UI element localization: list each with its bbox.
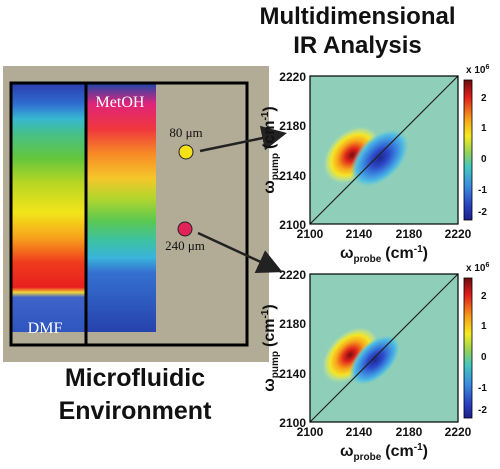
device-frame bbox=[9, 81, 249, 347]
point-2-marker bbox=[177, 221, 193, 237]
methanol-label: MetOH bbox=[96, 94, 145, 111]
analysis-title-line1: Multidimensional bbox=[259, 3, 456, 30]
plot-1-ytick-3: 2140 bbox=[279, 169, 306, 183]
plot-1-xtick-4: 2220 bbox=[445, 227, 472, 241]
plot-1-cbar-tick-3: 0 bbox=[481, 154, 487, 165]
plot-2-cbar-tick-5: -2 bbox=[478, 405, 487, 416]
plot-1-xtick-2: 2140 bbox=[346, 227, 373, 241]
plot-2-ytick-1: 2220 bbox=[279, 268, 306, 282]
plot-1-diagonal bbox=[309, 75, 459, 225]
plot-2-xlabel: ωprobe (cm-1) bbox=[340, 442, 428, 463]
dmf-channel bbox=[12, 84, 86, 332]
plot-1-frame bbox=[309, 75, 459, 225]
plot-1-xtick-3: 2180 bbox=[396, 227, 423, 241]
plot-1-cbar-tick-1: 2 bbox=[481, 93, 487, 104]
plot-2-colorbar-scale: x 106 bbox=[466, 262, 489, 274]
plot-1-colorbar bbox=[463, 79, 473, 221]
point-1-label: 80 μm bbox=[169, 125, 202, 140]
analysis-title-line2: IR Analysis bbox=[293, 32, 422, 59]
plot-2-colorbar bbox=[463, 277, 473, 419]
arrow-to-plot-2 bbox=[197, 231, 283, 273]
plot-1-xlabel: ωprobe (cm-1) bbox=[340, 244, 428, 265]
plot-2-cbar-tick-1: 2 bbox=[481, 291, 487, 302]
plot-2-cbar-tick-3: 0 bbox=[481, 352, 487, 363]
analysis-title: Multidimensional IR Analysis bbox=[215, 2, 500, 60]
environment-title: Microfluidic Environment bbox=[0, 362, 270, 428]
plot-2-negative-peak bbox=[349, 334, 401, 386]
plot-2-diagonal bbox=[309, 273, 459, 423]
environment-title-line1: Microfluidic bbox=[64, 364, 206, 392]
plot-2-cbar-tick-4: -1 bbox=[478, 383, 487, 394]
environment-title-line2: Environment bbox=[58, 397, 212, 425]
plot-2-ytick-4: 2100 bbox=[279, 416, 306, 430]
spectrum-plot-1: 2100 2140 2180 2220 2220 2180 2140 2100 … bbox=[260, 64, 489, 265]
plot-2-ytick-3: 2140 bbox=[279, 367, 306, 381]
plot-1-negative-peak bbox=[350, 128, 410, 188]
point-2-label: 240 μm bbox=[165, 238, 205, 253]
plot-2-xtick-4: 2220 bbox=[445, 425, 472, 439]
point-1-marker bbox=[178, 144, 194, 160]
plot-1-cbar-tick-4: -1 bbox=[478, 185, 487, 196]
plot-2-xtick-3: 2180 bbox=[396, 425, 423, 439]
plot-1-xtick-1: 2100 bbox=[297, 227, 324, 241]
plot-2-cbar-tick-2: 1 bbox=[481, 321, 487, 332]
plot-2-xtick-2: 2140 bbox=[346, 425, 373, 439]
arrow-to-plot-1 bbox=[199, 125, 287, 153]
plot-1-ytick-2: 2180 bbox=[279, 119, 306, 133]
plot-1-ytick-4: 2100 bbox=[279, 218, 306, 232]
plot-2-ytick-2: 2180 bbox=[279, 317, 306, 331]
plot-2-ylabel: ωpump(cm-1) bbox=[260, 304, 281, 391]
plot-2-xtick-1: 2100 bbox=[297, 425, 324, 439]
dmf-label: DMF bbox=[28, 320, 63, 337]
methanol-channel bbox=[86, 84, 156, 332]
plot-1-colorbar-scale: x 106 bbox=[466, 64, 489, 76]
plot-1-ytick-1: 2220 bbox=[279, 70, 306, 84]
plot-1-ylabel: ωpump(cm-1) bbox=[260, 106, 281, 193]
spectrum-plot-2: 2100 2140 2180 2220 2220 2180 2140 2100 … bbox=[260, 262, 489, 463]
plot-1-cbar-tick-2: 1 bbox=[481, 123, 487, 134]
plot-1-cbar-tick-5: -2 bbox=[478, 207, 487, 218]
plot-2-frame bbox=[309, 273, 459, 423]
